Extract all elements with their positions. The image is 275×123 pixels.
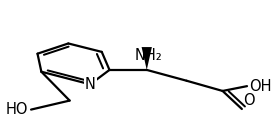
Text: N: N — [85, 77, 96, 92]
Text: NH₂: NH₂ — [134, 48, 162, 63]
Text: O: O — [243, 93, 255, 108]
Polygon shape — [142, 47, 152, 70]
Text: OH: OH — [250, 79, 272, 94]
Text: HO: HO — [6, 102, 29, 117]
